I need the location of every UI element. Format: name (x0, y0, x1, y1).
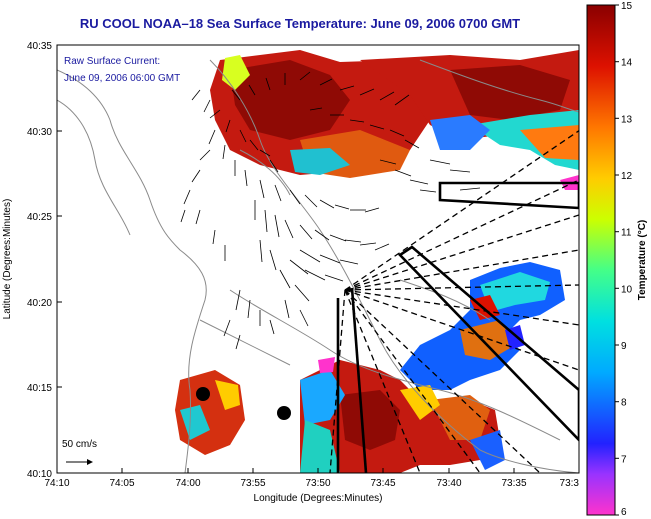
overlay-current-date: June 09, 2006 06:00 GMT (64, 73, 180, 84)
current-vectors (180, 71, 481, 350)
overlay-current-label: Raw Surface Current: (64, 56, 160, 67)
buoy-marker (277, 406, 291, 420)
x-tick-label: 73:55 (240, 478, 265, 489)
y-tick-label: 40:20 (27, 298, 52, 309)
x-tick-label: 73:40 (436, 478, 461, 489)
buoy-marker (196, 387, 210, 401)
colorbar-tick: 15 (621, 1, 633, 12)
colorbar: 15 14 13 12 11 10 9 8 7 6 Temperature (°… (586, 1, 648, 518)
beam-lines (329, 129, 579, 473)
map-plot-area: Raw Surface Current: June 09, 2006 06:00… (57, 45, 579, 473)
y-tick-label: 40:15 (27, 383, 52, 394)
x-tick-label: 74:00 (175, 478, 200, 489)
colorbar-tick: 11 (621, 228, 632, 239)
y-tick-label: 40:10 (27, 469, 52, 480)
x-axis: 74:10 74:05 74:00 73:55 73:50 73:45 73:4… (44, 468, 580, 504)
colorbar-tick: 9 (621, 341, 627, 352)
transect-boxes (336, 181, 579, 473)
map-title: RU COOL NOAA–18 Sea Surface Temperature:… (79, 16, 521, 31)
colorbar-tick: 10 (621, 284, 633, 295)
y-axis-label: Latitude (Degrees:Minutes) (2, 199, 13, 320)
colorbar-tick: 13 (621, 114, 633, 125)
colorbar-tick: 14 (621, 58, 633, 69)
y-axis: 40:35 40:30 40:25 40:20 40:15 40:10 Lati… (2, 41, 62, 480)
colorbar-tick: 7 (621, 454, 627, 465)
y-tick-label: 40:25 (27, 212, 52, 223)
y-tick-label: 40:30 (27, 127, 52, 138)
x-tick-label: 73:35 (501, 478, 526, 489)
colorbar-label: Temperature (°C) (637, 220, 648, 301)
colorbar-tick: 6 (621, 507, 627, 518)
x-tick-label: 73:45 (370, 478, 395, 489)
x-tick-label: 74:10 (44, 478, 69, 489)
colorbar-tick: 8 (621, 398, 627, 409)
colorbar-tick: 12 (621, 171, 633, 182)
x-tick-label: 74:05 (109, 478, 134, 489)
x-axis-label: Longitude (Degrees:Minutes) (254, 493, 383, 504)
x-tick-label: 73:3 (560, 478, 580, 489)
colorbar-gradient (586, 4, 616, 516)
y-tick-label: 40:35 (27, 41, 52, 52)
x-tick-label: 73:50 (305, 478, 330, 489)
sst-field (175, 50, 579, 473)
coastline-contours (57, 59, 579, 473)
scale-label: 50 cm/s (62, 439, 97, 450)
